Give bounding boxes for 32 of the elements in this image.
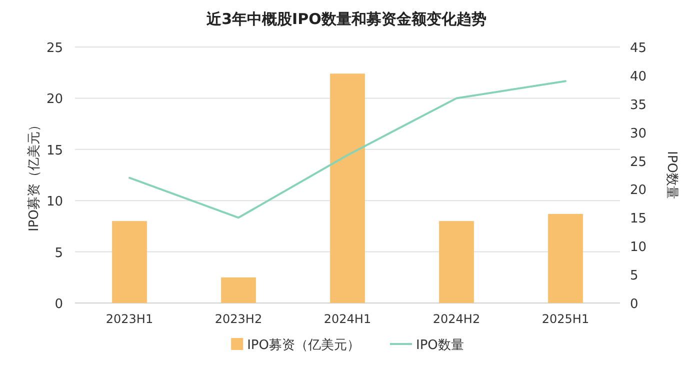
bar xyxy=(112,221,147,303)
x-tick-label: 2023H2 xyxy=(214,312,262,326)
y-tick-label: 20 xyxy=(46,92,63,108)
y2-tick-label: 45 xyxy=(630,41,647,56)
y-tick-label: 15 xyxy=(46,143,63,158)
y2-tick-label: 0 xyxy=(630,297,638,312)
y2-tick-label: 40 xyxy=(630,69,647,84)
y2-tick-label: 35 xyxy=(630,98,647,113)
legend-label: IPO数量 xyxy=(416,338,464,353)
bar xyxy=(330,74,365,303)
y-tick-label: 5 xyxy=(54,246,63,261)
y-tick-label: 25 xyxy=(46,41,63,56)
bar xyxy=(439,221,474,303)
y2-tick-label: 15 xyxy=(630,212,647,227)
y2-tick-label: 25 xyxy=(630,154,647,170)
chart-title: 近3年中概股IPO数量和募资金额变化趋势 xyxy=(206,10,486,28)
y-tick-label: 10 xyxy=(46,194,63,210)
y-tick-label: 0 xyxy=(54,297,63,312)
y2-axis-title: IPO数量 xyxy=(664,151,679,199)
bar xyxy=(221,277,256,303)
y2-tick-label: 30 xyxy=(630,126,647,142)
bar xyxy=(548,214,583,303)
x-tick-label: 2024H1 xyxy=(324,312,372,326)
x-tick-label: 2025H1 xyxy=(542,312,590,326)
y2-tick-label: 5 xyxy=(630,268,638,284)
y2-tick-label: 20 xyxy=(630,183,647,198)
x-tick-label: 2023H1 xyxy=(106,312,154,326)
legend-label: IPO募资（亿美元） xyxy=(247,337,360,353)
line-series xyxy=(128,80,566,219)
y2-tick-label: 10 xyxy=(630,240,647,256)
y-axis-title: IPO募资（亿美元） xyxy=(26,118,42,232)
x-tick-label: 2024H2 xyxy=(432,312,480,326)
